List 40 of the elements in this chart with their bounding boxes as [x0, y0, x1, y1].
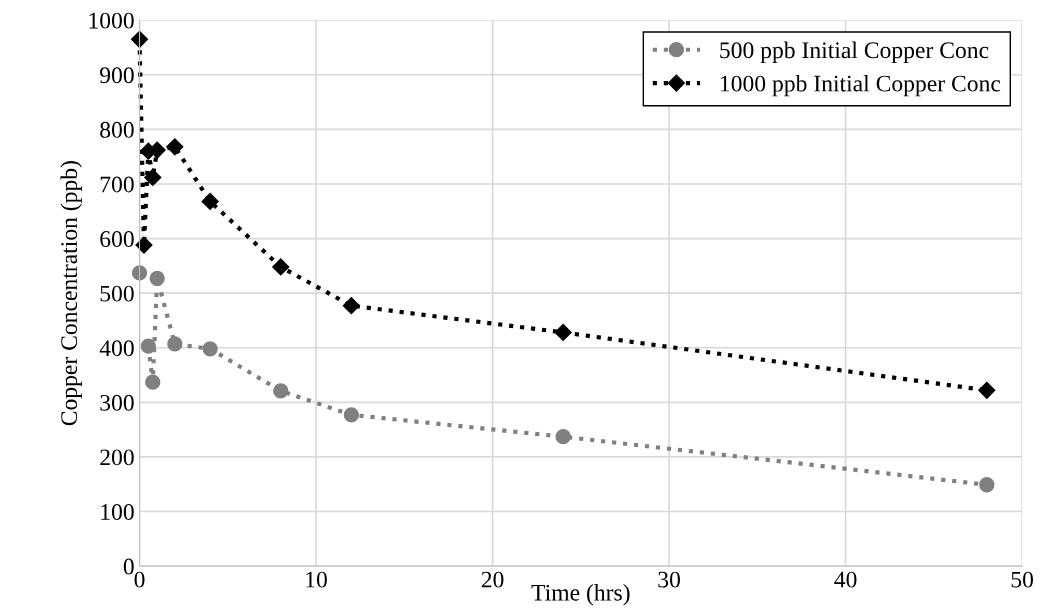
- point: [149, 270, 165, 287]
- point: [144, 168, 162, 186]
- y-tick-label: 400: [99, 340, 134, 357]
- point: [201, 192, 219, 210]
- x-tick-label: 30: [658, 571, 680, 588]
- point: [342, 297, 360, 315]
- point: [979, 477, 995, 493]
- y-tick-label: 100: [101, 504, 134, 520]
- x-tick-label: 50: [1011, 571, 1034, 588]
- legend-label: 500 ppb Initial Copper Conc: [720, 41, 989, 63]
- x-tick-label: 10: [306, 571, 327, 588]
- point: [167, 336, 183, 352]
- y-tick-label: 500: [100, 285, 134, 302]
- x-tick-label: 40: [834, 571, 857, 588]
- y-tick-label: 1000: [89, 12, 134, 29]
- y-tick-label: 700: [100, 176, 134, 193]
- point: [140, 338, 156, 354]
- point: [202, 341, 218, 357]
- point: [145, 374, 161, 390]
- point: [343, 407, 359, 423]
- legend-label: 1000 ppb Initial Copper Conc: [720, 74, 1001, 97]
- y-tick-label: 300: [100, 394, 134, 411]
- x-tick-label: 0: [134, 571, 145, 588]
- point: [166, 138, 184, 156]
- x-tick-label: 20: [481, 571, 504, 588]
- point: [554, 323, 572, 342]
- point: [978, 381, 996, 399]
- point: [130, 30, 149, 48]
- point: [555, 429, 571, 445]
- point: [273, 383, 289, 399]
- y-tick-label: 900: [100, 67, 134, 84]
- point: [131, 265, 148, 281]
- x-axis-title: Time (hrs): [531, 584, 630, 606]
- point: [135, 236, 153, 254]
- y-tick-label: 600: [100, 231, 134, 247]
- y-tick-label: 800: [100, 121, 134, 138]
- y-tick-label: 200: [100, 449, 134, 466]
- y-axis-title: Copper Concentration (ppb): [60, 161, 82, 426]
- point: [272, 258, 290, 276]
- y-tick-label: 0: [123, 558, 134, 575]
